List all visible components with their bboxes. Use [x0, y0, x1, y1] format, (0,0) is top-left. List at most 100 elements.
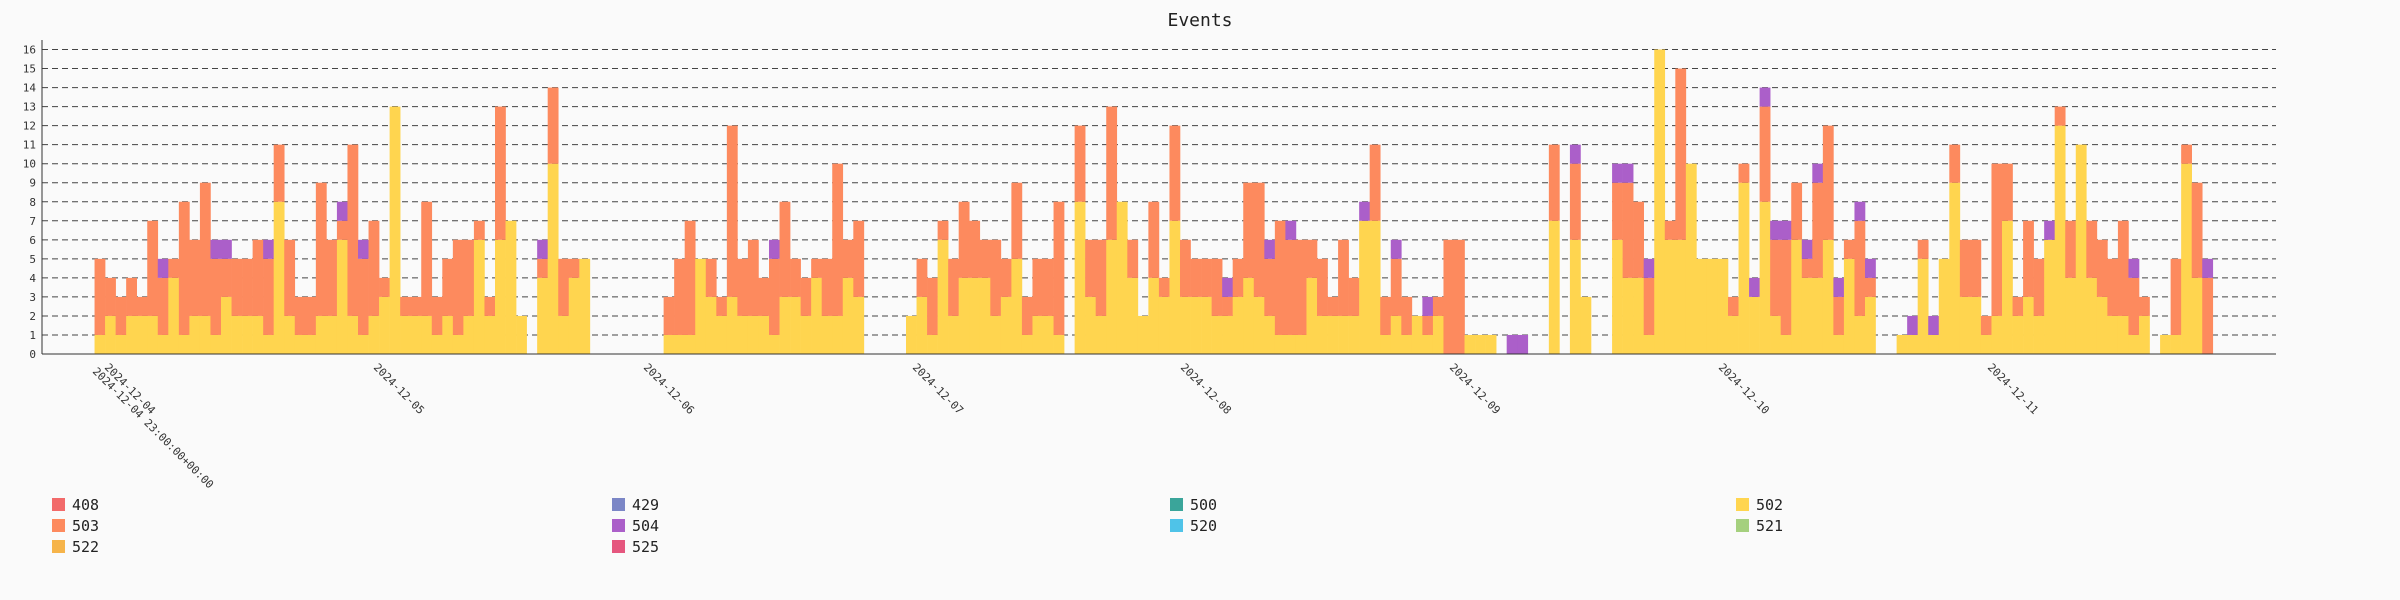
bar-segment-502 — [1959, 296, 1971, 354]
bar-segment-503 — [231, 258, 243, 316]
bar-segment-502 — [1432, 315, 1444, 354]
bar-segment-502 — [779, 296, 791, 354]
bar-segment-503 — [1991, 163, 2003, 316]
bar-segment-502 — [1685, 163, 1697, 354]
bar-segment-502 — [1021, 334, 1033, 354]
bar-segment-503 — [400, 296, 411, 316]
bar-segment-502 — [1759, 201, 1771, 354]
bar-segment-502 — [1654, 49, 1666, 355]
bar-segment-502 — [516, 315, 527, 354]
bar-segment-504 — [1780, 220, 1792, 240]
bar-segment-502 — [1032, 315, 1044, 354]
bar-segment-503 — [1074, 125, 1086, 202]
bar-segment-503 — [832, 163, 844, 316]
bar-segment-502 — [400, 315, 411, 354]
bar-segment-502 — [1285, 334, 1297, 354]
bar-segment-503 — [199, 182, 211, 316]
bar-segment-502 — [2096, 296, 2108, 354]
bar-segment-504 — [210, 239, 222, 259]
bar-segment-503 — [1970, 239, 1982, 297]
bar-segment-502 — [1970, 296, 1982, 354]
bar-segment-503 — [1106, 106, 1118, 240]
bar-segment-503 — [1959, 239, 1971, 297]
legend-label: 429 — [632, 496, 659, 514]
bar-segment-503 — [1085, 239, 1096, 297]
legend-swatch — [612, 540, 625, 553]
legend-label: 525 — [632, 538, 659, 556]
bar-segment-502 — [1043, 315, 1054, 354]
bar-segment-504 — [1622, 163, 1634, 183]
legend-label: 504 — [632, 517, 659, 535]
y-tick-label: 13 — [23, 101, 36, 114]
bar-segment-502 — [737, 315, 749, 354]
bar-segment-503 — [136, 296, 148, 316]
bar-segment-503 — [1053, 201, 1065, 335]
x-tick-label: 2024-12-04 23:00:00+00:00 — [90, 365, 216, 491]
bar-segment-502 — [1475, 334, 1486, 354]
bar-segment-502 — [242, 315, 253, 354]
bar-segment-504 — [1907, 315, 1918, 335]
bar-segment-502 — [1148, 277, 1160, 354]
bar-segment-502 — [547, 163, 559, 354]
bar-segment-502 — [2075, 144, 2087, 354]
bar-segment-502 — [347, 315, 359, 354]
chart-title: Events — [1167, 10, 1232, 31]
bar-segment-503 — [1306, 239, 1318, 278]
bar-segment-503 — [2117, 220, 2129, 316]
bar-segment-502 — [1338, 315, 1349, 354]
bar-segment-502 — [389, 106, 401, 354]
bar-segment-503 — [1327, 296, 1339, 316]
bar-segment-502 — [1696, 258, 1708, 354]
legend-swatch — [612, 519, 625, 532]
bar-segment-503 — [674, 258, 685, 335]
y-tick-label: 9 — [29, 177, 36, 190]
bar-segment-503 — [1780, 239, 1792, 335]
y-tick-label: 3 — [29, 291, 36, 304]
bar-segment-502 — [1991, 315, 2003, 354]
bar-segment-502 — [1622, 277, 1634, 354]
bar-segment-503 — [1380, 296, 1392, 335]
y-tick-label: 0 — [29, 348, 36, 361]
bar-segment-503 — [1295, 239, 1307, 335]
bar-segment-504 — [1749, 277, 1760, 297]
bar-segment-502 — [821, 315, 833, 354]
bar-segment-502 — [1232, 296, 1244, 354]
bar-segment-503 — [2139, 296, 2150, 316]
bar-segment-503 — [747, 239, 759, 316]
bar-segment-503 — [2096, 239, 2108, 297]
bar-segment-504 — [1222, 277, 1233, 297]
bar-segment-504 — [1612, 163, 1623, 183]
bar-segment-503 — [1222, 296, 1233, 316]
bar-segment-503 — [1158, 277, 1170, 297]
bar-segment-502 — [1780, 334, 1792, 354]
bar-segment-503 — [1633, 201, 1644, 278]
bar-segment-503 — [1011, 182, 1023, 259]
bar-segment-502 — [1222, 315, 1233, 354]
bar-segment-502 — [1169, 220, 1181, 354]
bar-segment-504 — [1264, 239, 1276, 259]
legend-label: 500 — [1190, 496, 1217, 514]
bar-segment-503 — [242, 258, 253, 316]
bar-segment-503 — [1422, 315, 1434, 335]
bar-segment-503 — [821, 258, 833, 316]
bar-segment-503 — [1317, 258, 1328, 316]
bar-segment-503 — [726, 125, 738, 297]
y-tick-label: 6 — [29, 234, 36, 247]
bar-segment-503 — [1822, 125, 1834, 240]
bar-segment-502 — [579, 258, 591, 354]
bar-segment-502 — [2160, 334, 2171, 354]
bar-segment-503 — [916, 258, 928, 297]
bar-segment-503 — [2191, 182, 2203, 278]
bar-segment-502 — [221, 296, 232, 354]
bar-segment-502 — [431, 334, 443, 354]
bar-segment-502 — [948, 315, 959, 354]
bar-segment-502 — [1380, 334, 1392, 354]
y-tick-label: 16 — [23, 44, 36, 57]
bar-segment-502 — [1643, 334, 1655, 354]
bar-segment-502 — [705, 296, 717, 354]
bar-segment-503 — [1854, 220, 1866, 316]
bar-segment-502 — [305, 334, 317, 354]
y-tick-label: 7 — [29, 215, 36, 228]
bar-segment-504 — [1812, 163, 1824, 183]
